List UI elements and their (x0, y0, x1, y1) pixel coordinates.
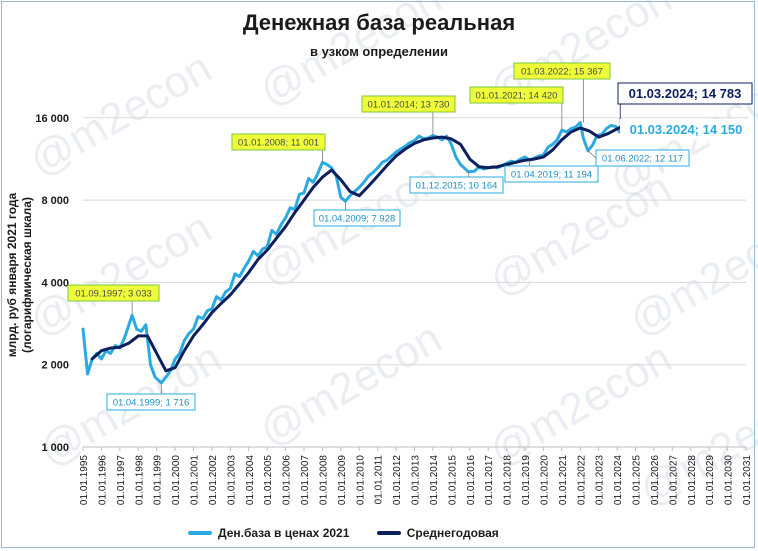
annotation-box (513, 62, 611, 80)
annotation-box (361, 95, 456, 113)
series-line-average (90, 125, 622, 373)
legend-item-avg: Среднегодовая (376, 526, 499, 540)
x-tick-label: 01.01.1999 (153, 455, 164, 505)
x-tick-label: 01.01.2002 (208, 455, 219, 505)
annotation-box (595, 149, 690, 167)
x-tick-label: 01.01.2004 (245, 455, 256, 505)
annotation-box (106, 393, 196, 411)
x-tick-label: 01.01.2019 (521, 455, 532, 505)
annotation-box (231, 133, 326, 151)
y-tick-label: 1 000 (41, 442, 69, 454)
x-tick-label: 01.01.1997 (116, 455, 127, 505)
annotation-label: 01.01.2021; 14 420 (476, 90, 558, 101)
x-tick-label: 01.01.2030 (724, 455, 735, 505)
x-tick-label: 01.01.2022 (576, 455, 587, 505)
annotation-box (313, 209, 401, 227)
annotation-box (620, 119, 752, 140)
x-tick-label: 01.01.2016 (466, 455, 477, 505)
x-tick-label: 01.01.2023 (595, 455, 606, 505)
x-tick-label: 01.01.2024 (613, 455, 624, 505)
x-tick-label: 01.01.2018 (503, 455, 514, 505)
x-tick-label: 01.01.2020 (539, 455, 550, 505)
x-tick-label: 01.01.1996 (97, 455, 108, 505)
y-tick-label: 4 000 (41, 277, 69, 289)
annotation-label: 01.03.2024; 14 783 (629, 86, 742, 101)
x-tick-label: 01.01.2014 (429, 455, 440, 505)
annotation-leader (587, 150, 597, 159)
series-line-real (81, 121, 622, 385)
annotation-label: 01.01.2014; 13 730 (368, 99, 450, 110)
legend: Ден.база в ценах 2021 Среднегодовая (188, 524, 523, 540)
x-tick-label: 01.01.2017 (484, 455, 495, 505)
x-tick-label: 01.01.2029 (705, 455, 716, 505)
x-tick-label: 01.01.1998 (134, 455, 145, 505)
annotation-label: 01.03.2024; 14 150 (630, 122, 743, 137)
annotation-box (469, 86, 564, 104)
x-tick-label: 01.01.2001 (190, 455, 201, 505)
legend-label-real: Ден.база в ценах 2021 (218, 526, 350, 540)
annotation-label: 01.09.1997; 3 033 (75, 288, 152, 299)
x-tick-label: 01.01.2021 (558, 455, 569, 505)
annotation-box (409, 176, 504, 194)
chart-subtitle: в узком определении (309, 44, 449, 59)
annotation-label: 01.12.2015; 10 164 (416, 180, 498, 191)
x-tick-label: 01.01.2009 (337, 455, 348, 505)
x-tick-label: 01.01.2013 (411, 455, 422, 505)
chart-title: Денежная база реальная (242, 10, 516, 35)
x-tick-label: 01.01.2000 (171, 455, 182, 505)
annotation-box (617, 82, 753, 105)
y-tick-label: 16 000 (35, 113, 69, 125)
annotation-label: 01.04.1999; 1 716 (113, 397, 190, 408)
x-tick-label: 01.01.2015 (447, 455, 458, 505)
legend-swatch-avg (376, 531, 401, 535)
annotation-label: 01.04.2009; 7 928 (319, 213, 396, 224)
x-tick-label: 01.01.2027 (668, 455, 679, 505)
x-tick-label: 01.01.2026 (650, 455, 661, 505)
x-tick-label: 01.01.2006 (282, 455, 293, 505)
x-tick-label: 01.01.2007 (300, 455, 311, 505)
annotation-label: 01.06.2022; 12 117 (602, 153, 683, 164)
x-tick-label: 01.01.2010 (355, 455, 366, 505)
x-tick-label: 01.01.2012 (392, 455, 403, 505)
y-tick-label: 2 000 (41, 360, 69, 372)
legend-label-avg: Среднегодовая (406, 526, 499, 540)
annotation-box (67, 284, 160, 302)
legend-item-real: Ден.база в ценах 2021 (188, 526, 349, 540)
y-tick-label: 8 000 (41, 195, 69, 207)
x-tick-label: 01.01.2028 (687, 455, 698, 505)
annotation-box (504, 165, 599, 183)
x-tick-label: 01.01.2031 (742, 455, 753, 505)
annotation-label: 01.03.2022; 15 367 (521, 66, 603, 77)
x-tick-label: 01.01.1995 (79, 455, 90, 505)
annotation-label: 01.04.2019; 11 194 (511, 169, 592, 180)
x-tick-label: 01.01.2025 (632, 455, 643, 505)
x-tick-label: 01.01.2011 (374, 455, 385, 505)
x-tick-label: 01.01.2005 (263, 455, 274, 505)
annotation-label: 01.01.2008; 11 001 (238, 137, 319, 148)
legend-swatch-real (188, 531, 212, 535)
x-tick-label: 01.01.2008 (318, 455, 329, 505)
x-tick-label: 01.01.2003 (226, 455, 237, 505)
